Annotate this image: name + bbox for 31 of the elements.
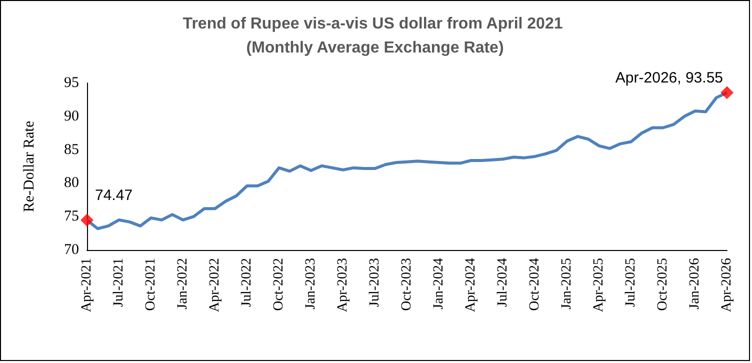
x-tick-label: Jul-2022 (240, 258, 254, 307)
x-tick-label: Jul-2023 (368, 258, 382, 307)
annotation: Apr-2026, 93.55 (615, 70, 723, 87)
y-tick-label: 80 (64, 175, 79, 192)
x-tick-label: Apr-2026 (720, 258, 734, 312)
x-tick-label: Apr-2024 (464, 258, 478, 312)
x-tick-label: Apr-2022 (208, 258, 222, 312)
x-tick-label: Apr-2021 (80, 258, 94, 312)
x-tick-label: Apr-2023 (336, 258, 350, 312)
annotation: 74.47 (95, 187, 133, 204)
y-axis-title: Re-Dollar Rate (22, 120, 38, 212)
x-tick-label: Jul-2021 (112, 258, 126, 307)
y-tick-label: 90 (64, 108, 79, 124)
x-tick-label: Jan-2022 (176, 258, 190, 310)
x-tick-label: Oct-2022 (272, 258, 286, 311)
y-tick-label: 95 (64, 75, 79, 91)
x-tick-label: Apr-2025 (592, 258, 606, 312)
y-tick-label: 70 (64, 242, 79, 258)
chart-title: Trend of Rupee vis-a-vis US dollar from April 2021 (Monthly Average Exchange Rate) (182, 16, 568, 56)
x-tick-label: Oct-2021 (144, 258, 158, 311)
x-tick-label: Jul-2024 (496, 258, 510, 307)
x-tick-label: Jan-2026 (688, 258, 702, 310)
x-tick-label: Jul-2025 (624, 258, 638, 307)
x-tick-label: Oct-2025 (656, 258, 670, 311)
x-tick-label: Oct-2023 (400, 258, 414, 311)
x-tick-label: Jan-2024 (432, 258, 446, 310)
x-tick-label: Oct-2024 (528, 258, 542, 311)
y-tick-label: 85 (64, 142, 79, 158)
x-tick-label: Jan-2025 (560, 258, 574, 310)
y-tick-label: 75 (64, 208, 79, 225)
x-tick-label: Jan-2023 (304, 258, 318, 310)
